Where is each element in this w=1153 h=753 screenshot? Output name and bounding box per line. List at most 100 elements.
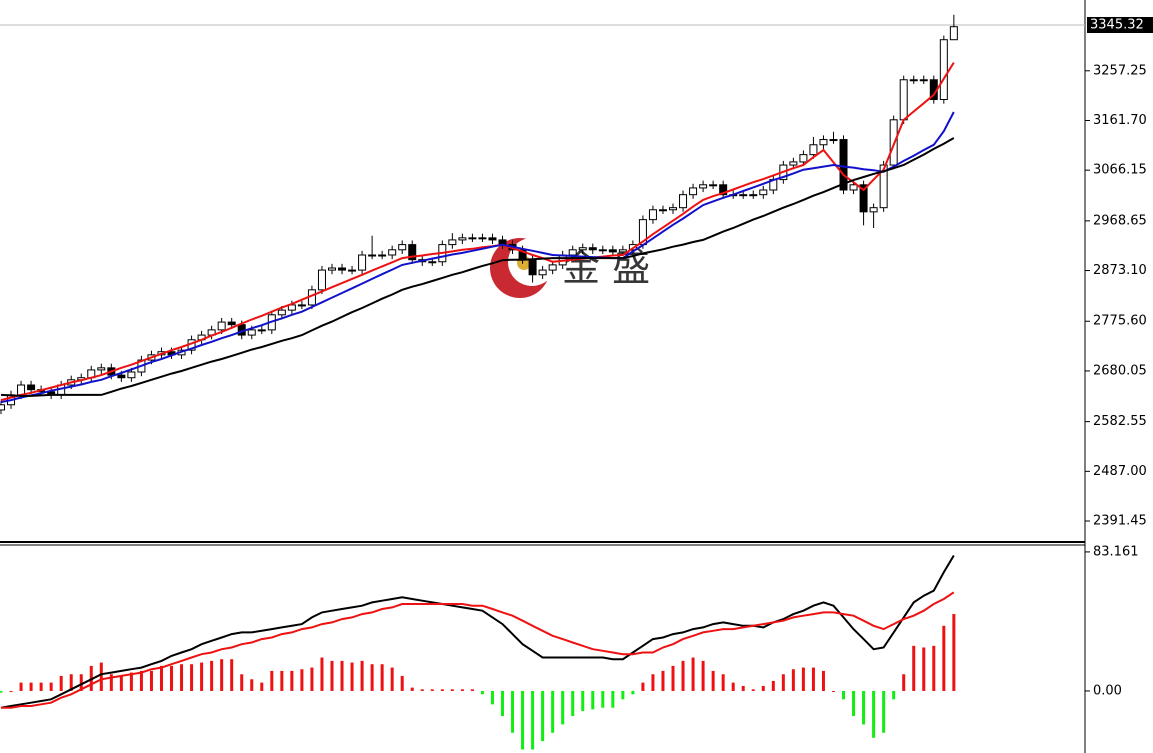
y-tick-label: 83.161 — [1093, 544, 1139, 559]
histogram-bar — [390, 667, 394, 691]
candle-body — [338, 267, 347, 271]
histogram-bar — [771, 680, 775, 691]
histogram-bar — [119, 675, 123, 691]
histogram-bar — [19, 682, 23, 691]
histogram-bar — [330, 660, 334, 691]
histogram-bar — [380, 664, 384, 691]
histogram-bar — [842, 690, 846, 700]
histogram-bar — [671, 665, 675, 691]
histogram-bar — [862, 690, 866, 725]
histogram-bar — [29, 682, 33, 691]
candle-body — [428, 261, 437, 264]
histogram-bar — [902, 674, 906, 691]
moving-average-line — [0, 137, 955, 397]
histogram-bar — [340, 660, 344, 691]
candle-body — [227, 321, 236, 326]
candle-body — [799, 154, 808, 163]
histogram-bar — [149, 670, 153, 691]
y-tick-label: 2680.05 — [1093, 363, 1147, 378]
candle-body — [749, 194, 758, 197]
candle-body — [458, 237, 467, 241]
candle-body — [247, 329, 256, 336]
candle-body — [739, 194, 748, 197]
histogram-bar — [892, 690, 896, 700]
histogram-bar — [811, 667, 815, 691]
candle-body — [699, 184, 708, 189]
histogram-bar — [300, 669, 304, 691]
histogram-bar — [310, 667, 314, 691]
histogram-bar — [831, 690, 835, 692]
histogram-bar — [99, 662, 103, 691]
histogram-bar — [420, 689, 424, 691]
histogram-bar — [711, 670, 715, 691]
histogram-bar — [852, 690, 856, 717]
histogram-bar — [571, 690, 575, 717]
candle-body — [277, 309, 286, 316]
histogram-bar — [230, 659, 234, 691]
histogram-bar — [751, 689, 755, 691]
histogram-bar — [370, 664, 374, 691]
candle-body — [909, 79, 918, 82]
y-tick-label: 2968.65 — [1093, 213, 1147, 228]
candle-body — [648, 209, 657, 221]
histogram-bar — [541, 690, 545, 742]
histogram-bar — [410, 687, 414, 691]
candle-body — [719, 184, 728, 196]
y-tick-label: 3066.15 — [1093, 163, 1147, 178]
candle-body — [899, 79, 908, 121]
histogram-bar — [611, 690, 615, 708]
candle-body — [819, 139, 828, 146]
histogram-bar — [139, 670, 143, 691]
histogram-bar — [320, 657, 324, 691]
candle-body — [478, 237, 487, 240]
candle-body — [378, 254, 387, 257]
histogram-bar — [651, 674, 655, 691]
histogram-bar — [400, 675, 404, 691]
histogram-bar — [912, 645, 916, 691]
candle-body — [939, 39, 948, 101]
candle-body — [117, 374, 126, 379]
histogram-bar — [200, 662, 204, 691]
histogram-bar — [180, 664, 184, 691]
last-price-label: 3345.32 — [1090, 17, 1144, 32]
histogram-bar — [801, 667, 805, 691]
histogram-bar — [691, 657, 695, 691]
histogram-bar — [952, 614, 956, 691]
candle-body — [949, 26, 958, 41]
candle-body — [468, 237, 477, 240]
candle-body — [127, 371, 136, 379]
histogram-bar — [240, 674, 244, 691]
histogram-bar — [641, 682, 645, 691]
histogram-bar — [821, 670, 825, 691]
histogram-bar — [581, 690, 585, 712]
y-tick-label: 2391.45 — [1093, 514, 1147, 529]
candle-body — [859, 184, 868, 213]
histogram-bar — [872, 690, 876, 738]
histogram-bar — [701, 660, 705, 691]
histogram-bar — [450, 689, 454, 691]
y-tick-label: 3257.25 — [1093, 63, 1147, 78]
histogram-bar — [551, 690, 555, 733]
candle-body — [488, 237, 497, 241]
histogram-bar — [922, 647, 926, 691]
candle-body — [528, 259, 537, 276]
macd-line — [0, 554, 955, 709]
candle-body — [538, 269, 547, 276]
candle-body — [348, 269, 357, 272]
candle-body — [679, 194, 688, 209]
histogram-bar — [159, 665, 163, 691]
histogram-bar — [280, 670, 284, 691]
candle-body — [809, 144, 818, 156]
y-tick-label: 2487.00 — [1093, 464, 1147, 479]
histogram-bar — [190, 664, 194, 691]
histogram-bar — [69, 674, 73, 691]
last-price-box: 3345.32 — [1087, 16, 1153, 33]
histogram-bar — [430, 689, 434, 691]
histogram-bar — [109, 674, 113, 691]
histogram-bar — [561, 690, 565, 725]
histogram-bar — [621, 690, 625, 700]
candle-body — [588, 247, 597, 251]
y-tick-label: 2582.55 — [1093, 414, 1147, 429]
histogram-bar — [290, 670, 294, 691]
